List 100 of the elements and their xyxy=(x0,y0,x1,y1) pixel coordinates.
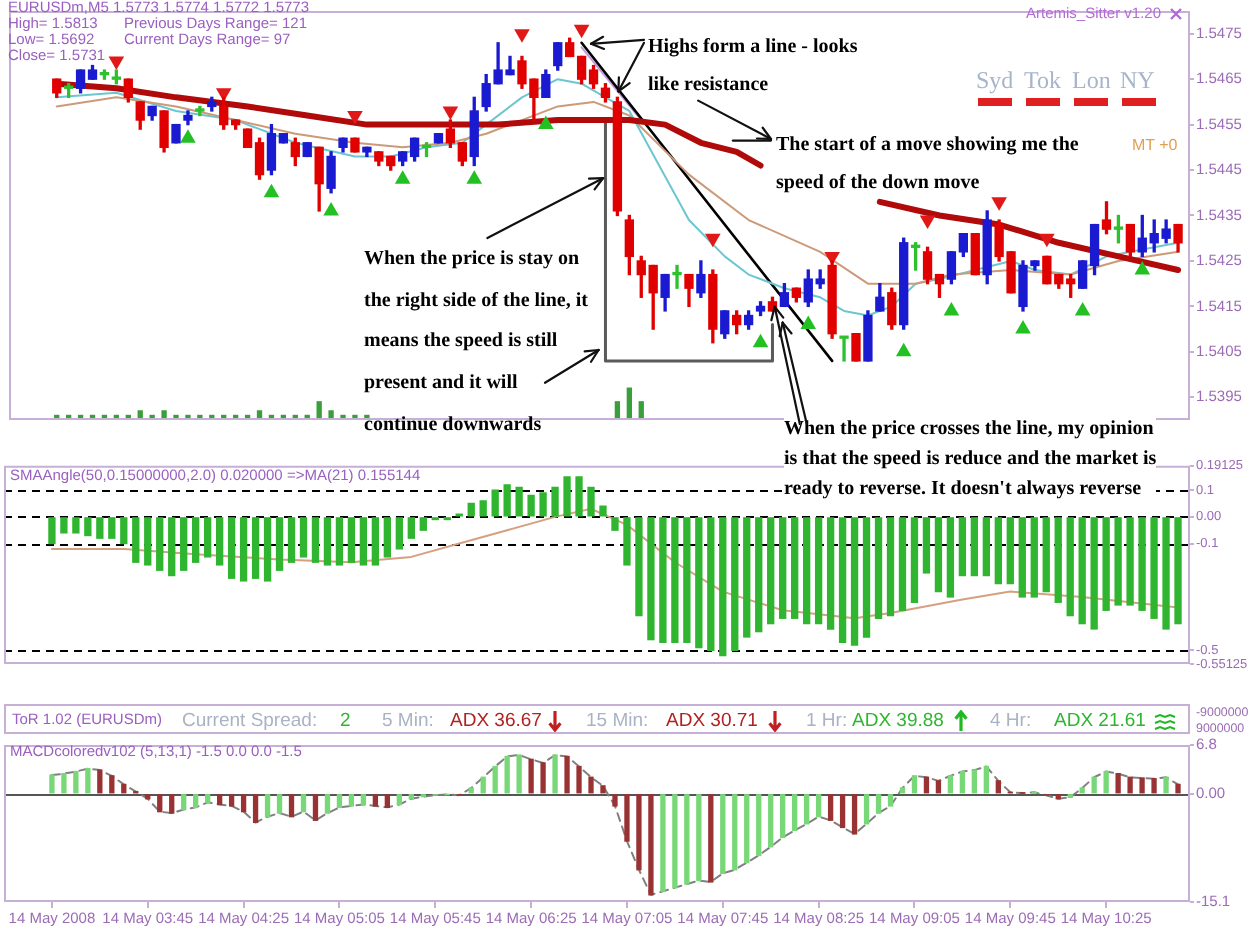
bar xyxy=(803,794,810,825)
bar xyxy=(827,794,834,821)
bar xyxy=(109,775,115,794)
bar xyxy=(227,517,236,579)
point xyxy=(215,88,232,102)
bar xyxy=(826,517,835,630)
bar xyxy=(1006,517,1014,585)
bar xyxy=(720,794,726,874)
bar xyxy=(635,517,643,617)
bar xyxy=(240,794,247,813)
bar xyxy=(48,517,56,545)
bar xyxy=(684,794,690,885)
bar xyxy=(216,794,223,806)
bar xyxy=(144,517,152,566)
point xyxy=(800,315,817,330)
bar xyxy=(815,794,822,818)
point xyxy=(573,24,590,39)
bar xyxy=(636,794,642,871)
bar xyxy=(1162,517,1170,630)
text: ADX 36.67 xyxy=(450,708,542,736)
bar xyxy=(359,517,368,566)
annotation: Lon xyxy=(1072,66,1111,94)
bar xyxy=(1103,770,1109,794)
bar xyxy=(660,794,666,892)
annotation: MT +0 xyxy=(1132,136,1178,154)
annotation: NY xyxy=(1120,66,1155,94)
bar xyxy=(1150,517,1158,619)
bar xyxy=(850,517,859,646)
bar xyxy=(239,517,248,582)
point xyxy=(514,29,530,43)
bar xyxy=(695,517,703,649)
bar xyxy=(504,755,510,794)
bar xyxy=(910,517,919,603)
bar xyxy=(61,773,67,794)
point xyxy=(752,333,769,348)
bar xyxy=(300,794,307,813)
point xyxy=(538,115,554,130)
bar xyxy=(215,517,224,566)
bar xyxy=(708,794,714,883)
annotation: When the price is stay on the right side of the line, it means the speed is still present and it will continue downwards xyxy=(364,246,588,440)
bar xyxy=(839,794,846,829)
point xyxy=(1015,320,1031,334)
bar xyxy=(324,794,331,814)
bar xyxy=(527,494,535,517)
bar xyxy=(228,794,235,807)
bar xyxy=(1066,517,1074,617)
bar xyxy=(563,476,571,517)
bar xyxy=(874,517,883,619)
bar xyxy=(1114,517,1122,606)
bar xyxy=(516,754,522,794)
text: ADX 39.88 xyxy=(852,708,944,736)
bar xyxy=(1115,773,1121,794)
bar xyxy=(814,517,823,625)
bar xyxy=(887,794,894,807)
bar xyxy=(1030,517,1038,598)
text: 5 Min: xyxy=(382,708,434,736)
bar xyxy=(539,492,547,517)
bar xyxy=(792,794,798,831)
bar xyxy=(1090,517,1098,630)
bar xyxy=(611,517,619,531)
bar xyxy=(323,517,332,566)
bar xyxy=(287,517,296,563)
bar xyxy=(780,794,786,839)
bar xyxy=(779,517,787,619)
bar xyxy=(479,500,487,517)
bar xyxy=(768,794,774,848)
bar xyxy=(982,517,990,577)
bar xyxy=(1175,783,1181,794)
bar xyxy=(552,754,558,794)
bar xyxy=(480,776,486,794)
bar xyxy=(396,794,402,806)
point xyxy=(1134,261,1151,275)
bar xyxy=(995,780,1001,794)
bar xyxy=(528,758,534,794)
bar xyxy=(181,794,187,811)
bar xyxy=(275,517,284,571)
bar xyxy=(120,517,128,545)
point xyxy=(263,183,280,198)
bar xyxy=(791,517,799,619)
bar xyxy=(755,517,763,633)
text: 15 Min: xyxy=(586,708,649,736)
bar xyxy=(205,794,211,804)
point xyxy=(394,170,411,184)
bar xyxy=(132,517,140,563)
bar xyxy=(886,517,895,617)
bar xyxy=(157,794,163,813)
bar xyxy=(1138,517,1146,611)
text: 2 xyxy=(340,708,351,736)
bar xyxy=(312,794,319,821)
bar xyxy=(647,517,655,641)
bar xyxy=(336,794,343,809)
bar xyxy=(863,794,870,825)
bar xyxy=(707,517,715,651)
bar xyxy=(599,505,607,517)
bar xyxy=(492,765,498,794)
bar xyxy=(756,794,762,857)
annotation: The start of a move showing me the speed of the down move xyxy=(776,132,1079,198)
bar xyxy=(85,768,91,794)
bar xyxy=(49,774,55,794)
bar xyxy=(371,517,380,566)
